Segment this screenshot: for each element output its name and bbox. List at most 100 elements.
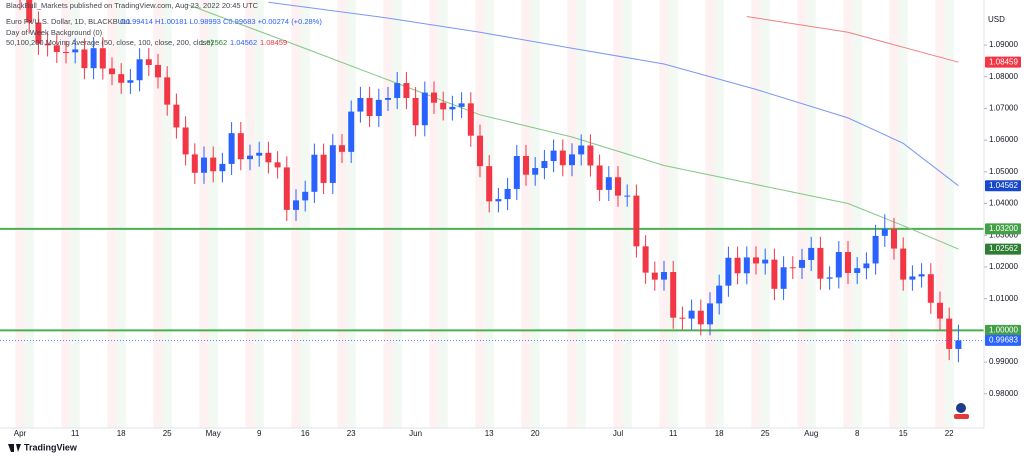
day-stripe bbox=[153, 0, 163, 428]
candle-body bbox=[569, 154, 575, 166]
x-tick-label: 18 bbox=[715, 429, 724, 438]
day-stripe bbox=[116, 0, 126, 428]
x-tick-label: Apr bbox=[14, 429, 27, 438]
candle-body bbox=[633, 195, 640, 247]
candle-body bbox=[210, 157, 217, 172]
day-stripe bbox=[944, 0, 954, 428]
legend-symbol: Euro Fx/U.S. Dollar, 1D, BLACKBULL bbox=[6, 17, 131, 26]
candle-body bbox=[265, 152, 272, 163]
price-tag-label: 1.00000 bbox=[989, 325, 1018, 334]
day-stripe bbox=[668, 0, 678, 428]
price-tag bbox=[985, 243, 1021, 255]
price-tag-label: 1.03200 bbox=[989, 224, 1018, 233]
y-tick-label: 1.02000 bbox=[989, 262, 1018, 271]
x-tick-label: 9 bbox=[257, 429, 262, 438]
candle-body bbox=[339, 145, 345, 152]
candle-body bbox=[909, 276, 916, 280]
candle-body bbox=[357, 97, 364, 112]
candle-body bbox=[716, 285, 723, 304]
y-tick-label: 1.06000 bbox=[989, 135, 1018, 144]
candle-body bbox=[127, 80, 134, 83]
candle-body bbox=[725, 257, 732, 286]
candle-body bbox=[348, 111, 355, 152]
day-stripe bbox=[61, 0, 71, 428]
candle-body bbox=[164, 77, 171, 105]
candle-body bbox=[559, 150, 566, 166]
price-tag-label: 1.04562 bbox=[989, 181, 1018, 190]
candle-body bbox=[274, 162, 281, 168]
day-stripe bbox=[751, 0, 761, 428]
candle-body bbox=[753, 257, 759, 264]
candle-body bbox=[467, 103, 474, 136]
day-stripe bbox=[530, 0, 540, 428]
candle-body bbox=[937, 302, 943, 319]
x-tick-label: May bbox=[206, 429, 221, 438]
candle-body bbox=[283, 167, 290, 210]
candle-body bbox=[81, 49, 88, 69]
candle-body bbox=[863, 263, 870, 269]
x-tick-label: 22 bbox=[945, 429, 954, 438]
candle-body bbox=[495, 199, 502, 202]
candle-body bbox=[900, 248, 907, 280]
candle-body bbox=[578, 145, 585, 155]
day-stripe bbox=[199, 0, 209, 428]
day-stripe bbox=[659, 0, 669, 428]
candle-body bbox=[817, 247, 824, 279]
candle-body bbox=[918, 274, 925, 277]
day-stripe bbox=[392, 0, 402, 428]
day-stripe bbox=[162, 0, 172, 428]
x-tick-label: 16 bbox=[301, 429, 310, 438]
candle-body bbox=[808, 247, 815, 260]
candle-body bbox=[835, 252, 842, 278]
candle-body bbox=[26, 0, 33, 23]
candle-body bbox=[320, 154, 327, 183]
candle-body bbox=[63, 51, 69, 53]
price-axis bbox=[984, 0, 1024, 428]
day-stripe bbox=[705, 0, 715, 428]
day-stripe bbox=[24, 0, 34, 428]
x-tick-label: 23 bbox=[347, 429, 356, 438]
day-stripe bbox=[245, 0, 255, 428]
candle-body bbox=[523, 155, 529, 175]
day-stripe bbox=[935, 0, 945, 428]
x-tick-label: 25 bbox=[163, 429, 172, 438]
day-stripe bbox=[889, 0, 899, 428]
day-stripe bbox=[208, 0, 218, 428]
candle-body bbox=[513, 155, 520, 189]
x-tick-label: 15 bbox=[899, 429, 908, 438]
candle-body bbox=[624, 195, 631, 197]
candle-body bbox=[35, 22, 42, 44]
day-stripe bbox=[898, 0, 908, 428]
day-stripe bbox=[806, 0, 816, 428]
candle-body bbox=[375, 99, 382, 117]
price-tag bbox=[985, 180, 1021, 192]
candle-body bbox=[99, 48, 106, 69]
candle-body bbox=[780, 267, 787, 289]
day-stripe bbox=[107, 0, 117, 428]
price-tag-label: 1.02562 bbox=[989, 244, 1018, 253]
candle-body bbox=[219, 163, 226, 172]
candle-body bbox=[366, 97, 373, 117]
day-stripe bbox=[843, 0, 853, 428]
candle-body bbox=[955, 340, 962, 349]
price-tag bbox=[985, 223, 1021, 235]
day-stripe bbox=[521, 0, 531, 428]
day-stripe bbox=[852, 0, 862, 428]
candle-body bbox=[449, 106, 456, 110]
candle-body bbox=[440, 102, 447, 110]
candle-body bbox=[661, 272, 667, 280]
candle-body bbox=[854, 268, 861, 273]
x-tick-label: Jun bbox=[409, 429, 422, 438]
day-stripe bbox=[70, 0, 80, 428]
day-stripe bbox=[438, 0, 448, 428]
candle-body bbox=[191, 154, 198, 173]
candle-body bbox=[697, 310, 704, 325]
candle-body bbox=[394, 83, 401, 98]
y-tick-label: 0.99000 bbox=[989, 357, 1018, 366]
candle-body bbox=[550, 150, 557, 162]
day-stripe bbox=[346, 0, 356, 428]
moving-average bbox=[746, 16, 959, 63]
candle-body bbox=[329, 145, 336, 183]
candle-body bbox=[182, 127, 189, 155]
candle-body bbox=[136, 59, 143, 81]
